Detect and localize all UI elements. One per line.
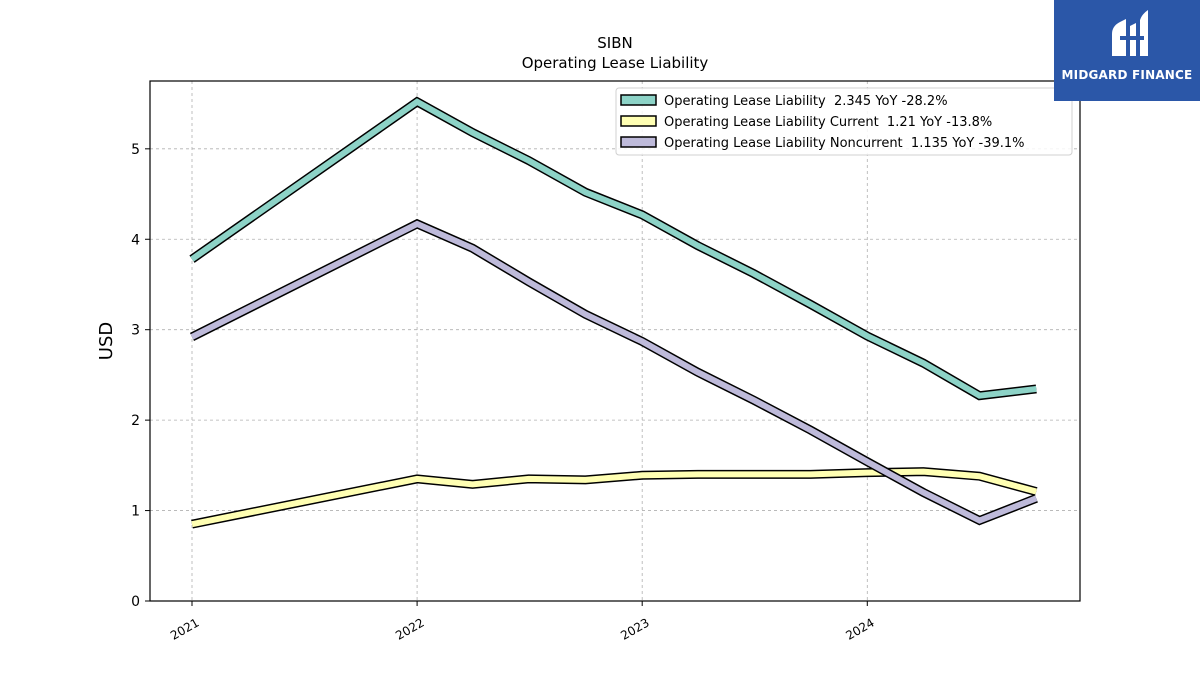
brand-name: MIDGARD FINANCE [1061,68,1193,82]
legend-label: Operating Lease Liability Noncurrent 1.1… [664,136,1025,151]
brand-logo: MIDGARD FINANCE [1054,0,1200,101]
x-tick-label: 2022 [393,615,426,642]
series-line-0 [190,98,1037,399]
legend-label: Operating Lease Liability Current 1.21 Y… [664,115,992,130]
chart-subtitle: Operating Lease Liability [522,54,709,72]
grid [150,81,1080,602]
chart-title: SIBN [597,34,632,52]
y-tick-label: 0 [131,594,140,610]
series-line-2 [190,220,1038,524]
plot-frame [149,80,1081,602]
series-line-1 [191,468,1038,528]
y-tick-label: 5 [131,142,140,158]
x-tick-label: 2024 [843,615,876,642]
y-tick-label: 2 [131,413,140,429]
legend: Operating Lease Liability 2.345 YoY -28.… [615,87,1073,156]
y-axis-label: USD [96,322,117,360]
y-tick-label: 4 [131,232,140,248]
axis-ticks: 0 1 2 3 4 5 2021 2022 2023 2024 [131,142,877,643]
x-tick-label: 2023 [618,615,651,642]
y-tick-label: 3 [131,323,140,339]
y-tick-label: 1 [131,504,140,520]
legend-box [615,87,1073,156]
legend-swatch [620,136,657,148]
legend-swatch [620,94,657,106]
legend-label: Operating Lease Liability 2.345 YoY -28.… [664,94,948,109]
x-tick-label: 2021 [168,615,201,642]
series-lines [189,96,1038,529]
legend-swatch [620,115,657,127]
midgard-logo-icon [1112,10,1148,56]
